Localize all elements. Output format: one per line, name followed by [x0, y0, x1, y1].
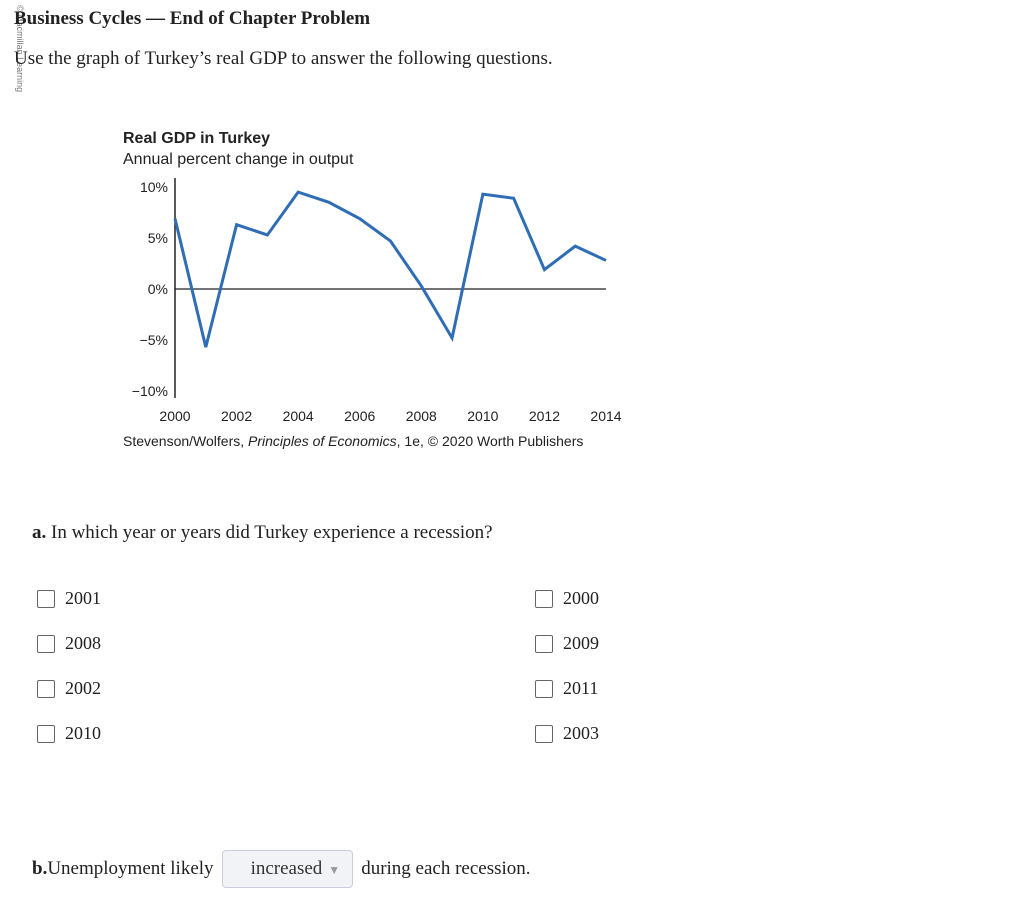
checkbox[interactable] — [37, 589, 55, 608]
x-tick-label: 2014 — [590, 408, 621, 424]
option-2002[interactable]: 2002 — [37, 678, 101, 699]
option-label: 2009 — [563, 633, 599, 653]
chart-title: Real GDP in Turkey — [123, 130, 270, 147]
option-2003[interactable]: 2003 — [535, 723, 599, 744]
chart-source: Stevenson/Wolfers, Principles of Economi… — [123, 433, 583, 449]
page-title: Business Cycles — End of Chapter Problem — [14, 8, 371, 29]
x-tick-label: 2004 — [283, 408, 314, 424]
checkbox[interactable] — [37, 679, 55, 698]
y-tick-label: −10% — [132, 383, 168, 399]
checkbox[interactable] — [535, 634, 553, 653]
option-2011[interactable]: 2011 — [535, 678, 598, 699]
option-label: 2011 — [563, 678, 599, 698]
option-2010[interactable]: 2010 — [37, 723, 101, 744]
option-label: 2001 — [65, 588, 101, 608]
checkbox[interactable] — [535, 589, 553, 608]
checkbox[interactable] — [535, 724, 553, 743]
y-tick-label: −5% — [140, 332, 168, 348]
option-label: 2010 — [65, 723, 101, 743]
y-tick-label: 10% — [140, 179, 168, 195]
x-tick-label: 2000 — [159, 408, 190, 424]
question-a: a. In which year or years did Turkey exp… — [32, 522, 493, 543]
option-label: 2008 — [65, 633, 101, 653]
chevron-down-icon: ▼ — [328, 863, 341, 877]
intro-text: Use the graph of Turkey’s real GDP to an… — [14, 48, 553, 69]
x-tick-label: 2010 — [467, 408, 498, 424]
option-label: 2003 — [563, 723, 599, 743]
option-2008[interactable]: 2008 — [37, 633, 101, 654]
x-tick-label: 2008 — [406, 408, 437, 424]
checkbox[interactable] — [37, 724, 55, 743]
unemployment-dropdown[interactable]: increased ▼ — [221, 850, 354, 888]
x-tick-label: 2006 — [344, 408, 375, 424]
option-2009[interactable]: 2009 — [535, 633, 599, 654]
chart-subtitle: Annual percent change in output — [123, 151, 354, 168]
option-2000[interactable]: 2000 — [535, 588, 599, 609]
option-label: 2002 — [65, 678, 101, 698]
checkbox[interactable] — [535, 679, 553, 698]
gdp-line — [173, 190, 607, 348]
y-tick-label: 5% — [148, 230, 168, 246]
y-tick-label: 0% — [148, 281, 168, 297]
x-tick-label: 2002 — [221, 408, 252, 424]
x-tick-label: 2012 — [529, 408, 560, 424]
question-b: b. Unemployment likely increased ▼ during… — [32, 850, 531, 888]
gdp-chart: Real GDP in Turkey Annual percent change… — [123, 130, 622, 449]
option-2001[interactable]: 2001 — [37, 588, 101, 609]
option-label: 2000 — [563, 588, 599, 608]
checkbox[interactable] — [37, 634, 55, 653]
